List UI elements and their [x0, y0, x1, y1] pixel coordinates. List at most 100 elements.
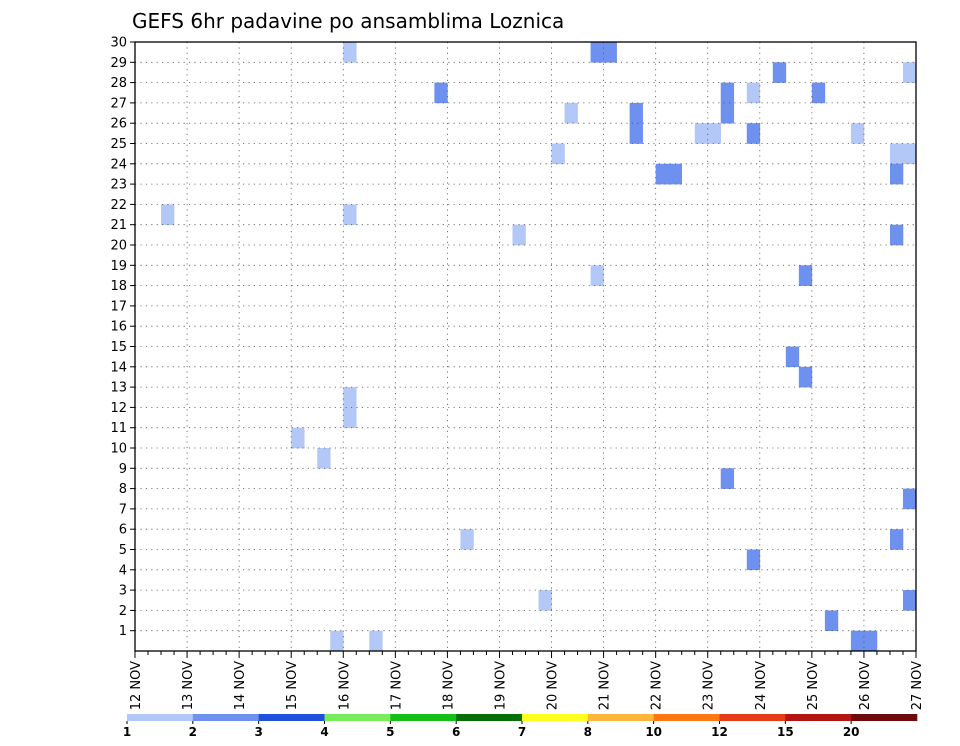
legend-swatch — [192, 714, 259, 721]
x-tick-label: 15 NOV — [285, 661, 300, 710]
y-tick-label: 28 — [110, 76, 127, 91]
data-cell — [369, 630, 383, 652]
y-tick-label: 3 — [119, 584, 127, 599]
y-axis: 1234567891011121314151617181920212223242… — [110, 36, 135, 639]
data-cell — [603, 42, 617, 63]
data-cell — [317, 448, 331, 469]
data-cell — [746, 123, 761, 144]
legend-label: 15 — [777, 725, 794, 739]
data-cell — [824, 610, 839, 631]
legend-label: 8 — [584, 725, 592, 739]
y-tick-label: 29 — [110, 56, 127, 71]
legend-swatch — [522, 714, 589, 721]
data-cell — [720, 102, 735, 124]
data-cell — [811, 82, 826, 104]
legend-swatch — [258, 714, 325, 721]
data-cell — [460, 529, 474, 550]
data-cell — [343, 387, 357, 408]
legend-swatch — [456, 714, 523, 721]
x-axis: 12 NOV 13 NOV 14 NOV 15 NOV 16 NOV 17 NOV 18 N… — [129, 651, 925, 710]
y-tick-label: 24 — [110, 157, 127, 172]
x-tick-label: 13 NOV — [181, 661, 196, 710]
data-cell — [863, 630, 878, 652]
data-cell — [629, 102, 643, 124]
legend-label: 3 — [254, 725, 262, 739]
data-cell — [850, 123, 865, 144]
y-tick-label: 16 — [110, 320, 127, 335]
data-cell — [889, 163, 904, 185]
data-cell — [746, 549, 761, 571]
data-cell — [551, 143, 565, 165]
data-cell — [291, 427, 305, 449]
data-cell — [889, 224, 904, 246]
y-tick-label: 18 — [110, 279, 127, 294]
x-tick-label: 24 NOV — [754, 661, 769, 710]
legend-swatch — [851, 714, 918, 721]
data-cell — [798, 366, 813, 388]
legend-swatch — [587, 714, 654, 721]
data-cell — [889, 143, 904, 165]
data-cell — [772, 62, 787, 83]
y-tick-label: 9 — [119, 462, 127, 477]
x-tick-label: 19 NOV — [494, 661, 509, 710]
y-tick-label: 14 — [110, 360, 127, 375]
y-tick-label: 19 — [110, 259, 127, 274]
y-tick-label: 5 — [119, 543, 127, 558]
legend-swatch — [785, 714, 852, 721]
data-cell — [902, 488, 917, 510]
data-cell — [590, 265, 604, 286]
y-tick-label: 22 — [110, 198, 127, 213]
data-cell — [343, 407, 357, 428]
y-tick-label: 21 — [110, 218, 127, 233]
legend-swatch — [653, 714, 720, 721]
legend-label: 2 — [189, 725, 197, 739]
y-tick-label: 7 — [119, 502, 127, 517]
x-tick-label: 18 NOV — [441, 661, 456, 710]
y-tick-label: 17 — [110, 299, 127, 314]
data-cell — [798, 265, 813, 286]
data-cell — [434, 82, 448, 104]
y-tick-label: 8 — [119, 482, 127, 497]
chart-title: GEFS 6hr padavine po ansamblima Loznica — [132, 9, 564, 33]
x-tick-label: 26 NOV — [858, 661, 873, 710]
data-cell — [746, 82, 761, 104]
grid-lines — [135, 42, 916, 651]
legend: 1 2 3 4 5 6 7 8 10 12 15 20 — [123, 714, 918, 739]
legend-label: 20 — [843, 725, 860, 739]
y-tick-label: 26 — [110, 117, 127, 132]
y-tick-label: 6 — [119, 523, 127, 538]
data-cell — [889, 529, 904, 550]
data-cell — [161, 204, 175, 225]
y-tick-label: 1 — [119, 624, 127, 639]
data-cell — [590, 42, 604, 63]
legend-label: 4 — [320, 725, 328, 739]
data-cell — [850, 630, 865, 652]
legend-swatch — [324, 714, 391, 721]
y-tick-label: 15 — [110, 340, 127, 355]
legend-swatch — [390, 714, 457, 721]
legend-swatch — [719, 714, 786, 721]
y-tick-label: 4 — [119, 563, 127, 578]
x-tick-label: 17 NOV — [389, 661, 404, 710]
x-tick-label: 22 NOV — [650, 661, 665, 710]
legend-label: 7 — [518, 725, 526, 739]
data-cell — [720, 468, 735, 489]
data-cell — [538, 590, 552, 611]
y-tick-label: 25 — [110, 137, 127, 152]
y-tick-label: 30 — [110, 36, 127, 51]
x-tick-label: 16 NOV — [337, 661, 352, 710]
data-cell — [707, 123, 722, 144]
y-tick-label: 23 — [110, 178, 127, 193]
data-cell — [564, 102, 578, 124]
data-cell — [785, 346, 800, 368]
y-tick-label: 2 — [119, 604, 127, 619]
legend-label: 1 — [123, 725, 131, 739]
data-cell — [902, 62, 917, 83]
data-cells — [161, 42, 917, 652]
x-tick-label: 14 NOV — [233, 661, 248, 710]
x-tick-label: 25 NOV — [806, 661, 821, 710]
data-cell — [655, 163, 669, 185]
x-tick-label: 12 NOV — [129, 661, 144, 710]
